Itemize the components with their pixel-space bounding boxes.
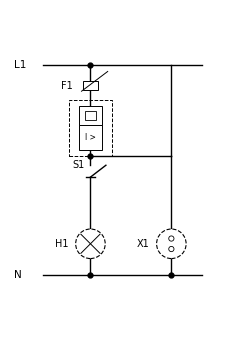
- Text: X1: X1: [137, 239, 149, 249]
- Text: I >: I >: [85, 133, 96, 142]
- Text: S1: S1: [72, 160, 84, 170]
- Bar: [69, 100, 112, 156]
- Text: L1: L1: [14, 60, 27, 70]
- Text: F1: F1: [61, 81, 73, 90]
- Bar: [79, 125, 102, 150]
- Bar: [85, 110, 96, 120]
- Text: H1: H1: [55, 239, 69, 249]
- Circle shape: [76, 229, 105, 258]
- Circle shape: [169, 236, 174, 241]
- Bar: [83, 81, 98, 90]
- Bar: [79, 106, 102, 125]
- Circle shape: [157, 229, 186, 258]
- Circle shape: [169, 246, 174, 252]
- Text: N: N: [14, 270, 22, 280]
